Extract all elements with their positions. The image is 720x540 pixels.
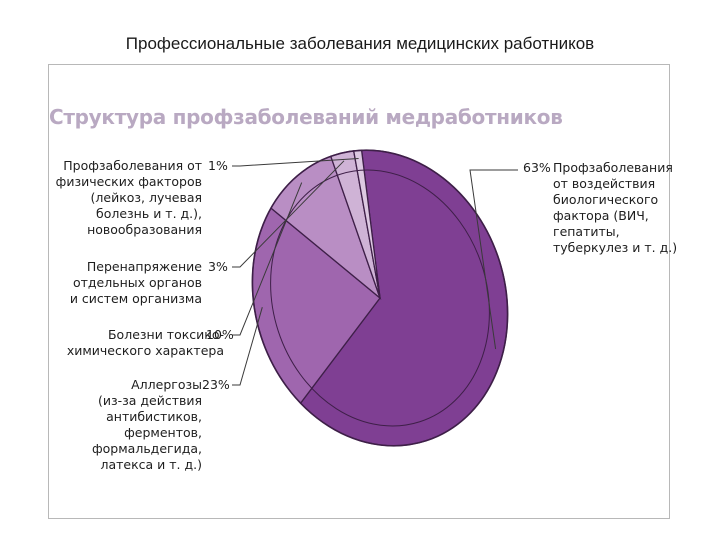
slide-title: Профессиональные заболевания медицинских… [125,34,595,53]
slice-label-line: физических факторов [55,174,202,189]
slice-label-line: (из-за действия [97,393,202,408]
slice-label-line: фактора (ВИЧ, [553,208,649,223]
slice-label-line: и систем организма [69,291,202,306]
slice-label-line: болезнь и т. д.), [96,206,202,221]
slice-label-line: новообразования [87,222,202,237]
slice-label-line: Перенапряжение [86,259,202,274]
slice-label-line: биологического [553,192,659,207]
pie-inner-ring [270,169,490,427]
slice-percent-biological: 63% [523,160,551,175]
slice-percent-physical: 1% [208,158,228,173]
slice-label-biological: Профзаболевания от воздействия биологическ… [553,160,677,256]
slice-label-overstrain: Перенапряжение отдельных органов и систем … [70,259,202,307]
slice-percent-allergy: 23% [202,377,230,392]
slice-label-line: латекса и т. д.) [100,457,203,472]
slice-label-line: Профзаболевания [553,160,673,175]
slice-label-line: химического характера [66,343,224,358]
slice-label-allergy: Аллергозы (из-за действия антибистиков, фер… [92,377,202,473]
leader-line-overstrain [232,160,345,268]
slice-label-line: Болезни токсико- [107,327,224,342]
slice-label-line: туберкулез и т. д.) [553,240,678,255]
pie-outline [251,149,509,447]
slice-percent-toxic: 10% [206,327,234,342]
slice-percent-overstrain: 3% [208,259,228,274]
slice-label-line: формальдегида, [91,441,202,456]
chart-title: Структура профзаболеваний медработников [49,105,563,129]
slice-label-line: Аллергозы [131,377,202,392]
leader-line-allergy [232,307,263,386]
leader-line-toxic [232,182,303,336]
leader-line-biological [469,169,518,350]
leader-line-physical [232,158,359,167]
slice-label-line: гепатиты, [553,224,620,239]
slice-label-line: антибистиков, [106,409,202,424]
slice-label-line: Профзаболевания от [63,158,202,173]
slice-label-line: от воздействия [553,176,656,191]
slice-label-toxic: Болезни токсико-химического характера [67,327,224,359]
slice-label-line: отдельных органов [72,275,202,290]
slice-label-physical: Профзаболевания от физических факторов (ле… [56,158,202,238]
slice-label-line: (лейкоз, лучевая [90,190,202,205]
slice-label-line: ферментов, [124,425,202,440]
